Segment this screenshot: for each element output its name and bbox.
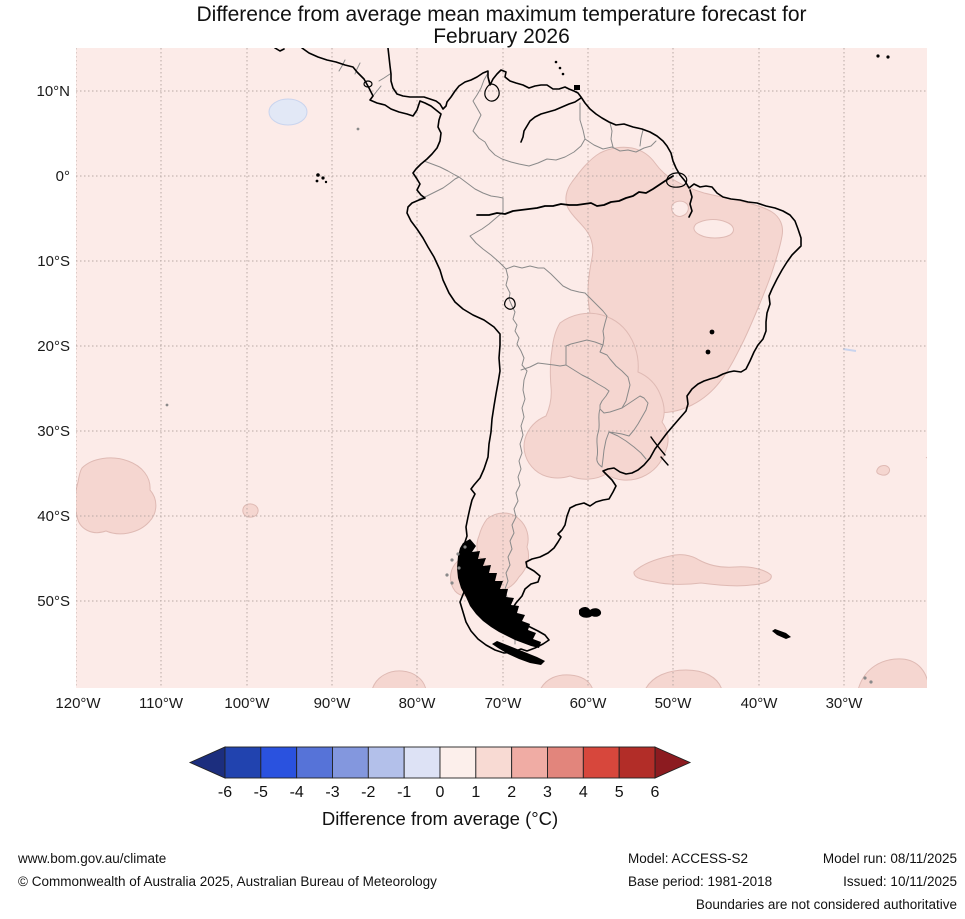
warm-patch-paraguay-argentina-uruguay [523,312,669,481]
footer-copyright: © Commonwealth of Australia 2025, Austra… [18,874,437,889]
cool-anomaly-patches [268,98,857,352]
colorbar-ticks: -6 -5 -4 -3 -2 -1 0 1 2 3 4 5 6 [218,784,660,801]
trinidad-island [574,85,580,90]
lon-tick: 60°W [570,695,608,712]
cb-tick: 1 [471,784,480,801]
lat-tick: 0° [56,168,70,185]
cb-tick: 3 [543,784,552,801]
colorbar-cell [618,746,656,779]
lon-tick: 70°W [485,695,523,712]
warm-squiggle-right-edge [925,456,927,459]
cb-tick: 6 [651,784,660,801]
colorbar-cell [475,746,513,779]
colorbar-cell [367,746,405,779]
warm-patch-tiny-atlantic [876,465,890,476]
chart-title-line2: February 2026 [433,25,570,48]
lat-tick: 20°S [37,338,70,355]
cb-tick: -5 [254,784,268,801]
colorbar-cell [403,746,441,779]
falkland-islands [579,607,602,618]
lat-tick: 30°S [37,423,70,440]
colorbar-under-arrow [188,746,226,779]
grid-lines [76,48,927,688]
lon-tick: 90°W [314,695,352,712]
colorbar-cell [511,746,548,779]
lat-tick: 10°N [36,83,70,100]
cool-patch-tropical-pacific [268,98,308,126]
map: 10°N 0° 10°S 20°S 30°S 40°S 50°S 120°W 1… [36,48,927,712]
lat-tick: 40°S [37,508,70,525]
warm-patch-bottom-right [858,658,927,688]
lon-tick: 110°W [139,695,184,712]
tierra-del-fuego-ridge [492,641,545,665]
lon-tick: 40°W [741,695,779,712]
footer-model-run: Model run: 08/11/2025 [822,851,957,866]
footer-model: Model: ACCESS-S2 [628,851,749,866]
colorbar: -6 -5 -4 -3 -2 -1 0 1 2 3 4 5 6 Differen… [188,746,692,829]
yucatan-fragment [274,48,285,52]
footer-website: www.bom.gov.au/climate [18,851,167,866]
colorbar-cell [260,746,298,779]
colorbar-cell [296,746,333,779]
tocantins-river [688,189,693,218]
cool-dash-brazil [842,348,857,352]
warm-patch-holes [671,200,734,239]
lat-tick: 10°S [37,253,70,270]
lat-tick: 50°S [37,593,70,610]
lagoa-dos-patos [650,436,669,466]
chart-title: Difference from average mean maximum tem… [76,4,927,48]
chart-title-line1: Difference from average mean maximum tem… [196,3,807,26]
south-georgia-island [772,629,791,639]
colorbar-label: Difference from average (°C) [322,808,558,829]
footer-disclaimer: Boundaries are not considered authoritat… [695,897,957,912]
small-islands [315,54,890,355]
lon-tick: 100°W [224,695,270,712]
warm-patch-southeast-pacific [76,457,157,535]
gray-islands-and-speckles [165,127,873,684]
warm-patch-patagonia [476,512,530,591]
lon-tick: 80°W [399,695,437,712]
footer-model-row: Model: ACCESS-S2 Model run: 08/11/2025 [628,851,957,866]
colorbar-cell [439,746,477,779]
footer-issued: Issued: 10/11/2025 [843,874,957,889]
latitude-axis: 10°N 0° 10°S 20°S 30°S 40°S 50°S [36,83,70,610]
country-borders [338,59,657,645]
coastline-main [301,48,802,654]
cb-tick: 5 [615,784,624,801]
cb-tick: 0 [436,784,445,801]
colorbar-cell [582,746,620,779]
colorbar-over-arrow [654,746,692,779]
footer-base-period: Base period: 1981-2018 [628,874,773,889]
cb-tick: -2 [361,784,375,801]
warm-patch-south-atlantic [633,554,772,587]
lake-nicaragua [363,80,373,88]
footer-base-period-row: Base period: 1981-2018 Issued: 10/11/202… [628,874,957,889]
lake-maracaibo [484,79,500,102]
cb-tick: 4 [579,784,588,801]
lon-tick: 30°W [826,695,864,712]
colorbar-cell [332,746,369,779]
patagonian-icefields [457,539,541,648]
black-landmasses [315,54,890,665]
cb-tick: 2 [507,784,516,801]
cb-tick: -6 [218,784,232,801]
amazon-river [476,175,674,216]
colorbar-cell [547,746,584,779]
warm-patch-bottom-3 [645,669,722,688]
marajo-island [666,172,688,188]
colorbar-cell [224,746,262,779]
warm-patch-bottom-2 [540,674,593,688]
lake-titicaca [504,297,516,310]
cb-tick: -3 [325,784,339,801]
cb-tick: -4 [290,784,304,801]
warm-patch-bottom-1 [372,670,426,688]
lon-tick: 120°W [55,695,101,712]
coastlines [274,48,802,654]
cb-tick: -1 [397,784,411,801]
orinoco-river [520,97,582,143]
warm-patch-small-pacific [242,503,259,518]
lon-tick: 50°W [655,695,693,712]
longitude-axis: 120°W 110°W 100°W 90°W 80°W 70°W 60°W 50… [55,695,863,712]
